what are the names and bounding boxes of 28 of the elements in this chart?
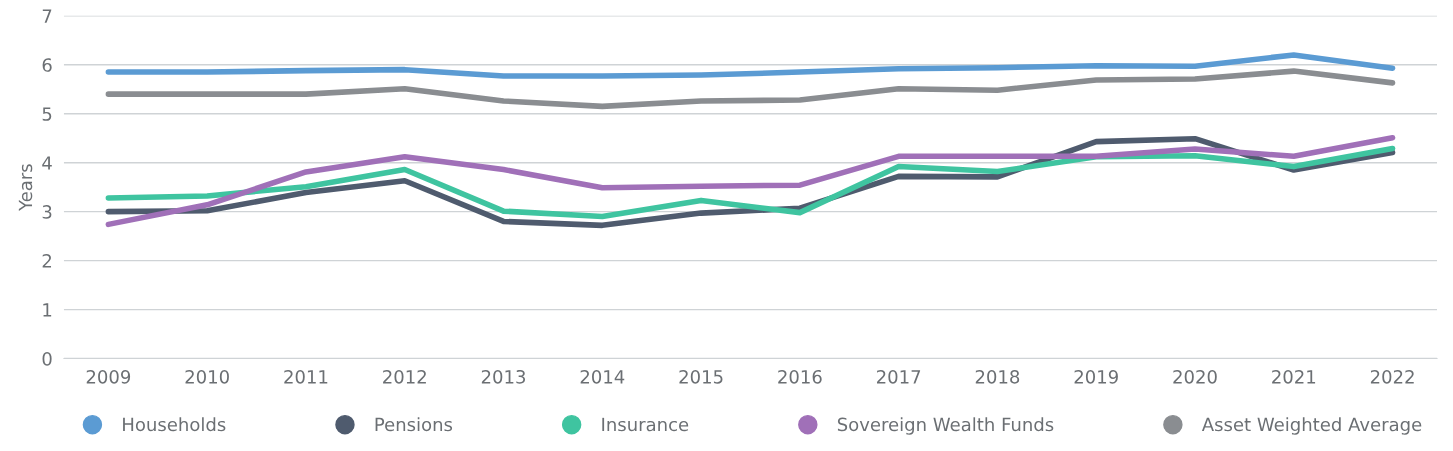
x-tick-label: 2011 (284, 369, 328, 384)
y-tick-label: 1 (43, 303, 52, 317)
y-tick-label: 7 (42, 9, 52, 23)
legend-label: Asset Weighted Average (1201, 417, 1422, 435)
legend-label: Households (123, 417, 226, 432)
x-tick-label: 2010 (185, 369, 229, 384)
x-tick-label: 2019 (1074, 369, 1118, 384)
y-tick-label: 6 (42, 58, 52, 72)
y-tick-label: 5 (42, 107, 52, 121)
x-tick-label: 2017 (877, 369, 921, 384)
x-tick-label: 2016 (778, 369, 822, 384)
x-tick-label: 2021 (1272, 369, 1316, 384)
legend-label: Sovereign Wealth Funds (837, 417, 1054, 435)
x-tick-label: 2015 (679, 369, 723, 384)
legend-label: Pensions (375, 417, 453, 432)
y-tick-label: 4 (42, 156, 52, 170)
x-tick-label: 2009 (86, 369, 131, 384)
x-tick-label: 2012 (383, 369, 426, 384)
x-tick-label: 2018 (975, 369, 1020, 384)
y-tick-label: 3 (42, 205, 52, 219)
y-tick-label: 0 (42, 352, 52, 366)
x-tick-label: 2020 (1173, 369, 1217, 384)
y-tick-label: 2 (42, 254, 52, 268)
y-axis-title: Years (18, 164, 33, 212)
x-tick-label: 2013 (481, 369, 526, 384)
legend-label: Insurance (602, 417, 689, 432)
x-tick-label: 2014 (580, 369, 625, 384)
x-tick-label: 2022 (1370, 369, 1414, 384)
